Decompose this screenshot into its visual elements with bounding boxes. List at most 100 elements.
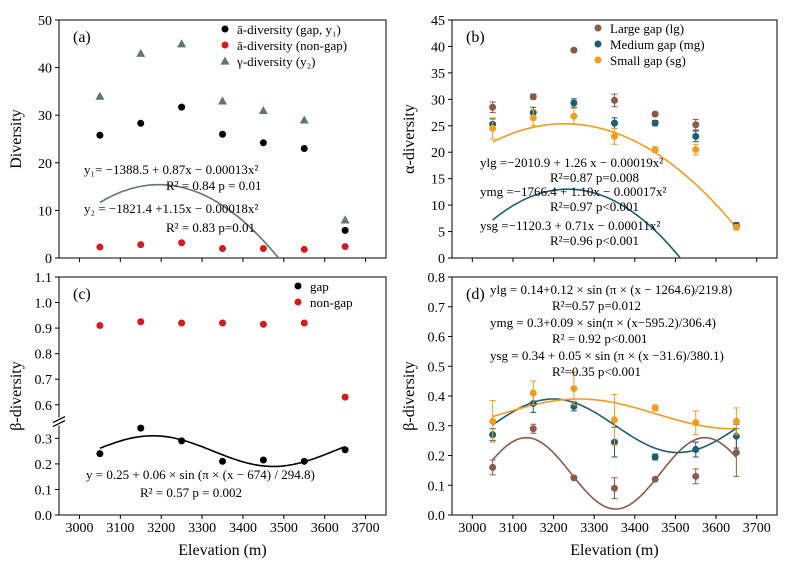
point-lg xyxy=(692,121,700,129)
x-tick-label: 3000 xyxy=(458,521,486,536)
y-tick-label: 0.8 xyxy=(428,271,446,286)
x-tick-label: 3200 xyxy=(540,521,568,536)
panel-label: (b) xyxy=(466,29,485,46)
point-alpha_gap xyxy=(178,103,186,111)
y-axis-label: β-diversity xyxy=(401,361,418,430)
axis-break-mark xyxy=(52,416,66,424)
panel-label: (c) xyxy=(73,286,91,303)
annotation: ymg = 0.3+0.09 × sin(π × (x−595.2)/306.4… xyxy=(490,315,716,330)
point-mg xyxy=(692,132,700,140)
y-tick-label: 50 xyxy=(38,14,52,29)
x-tick-label: 3600 xyxy=(311,521,339,536)
point-sg xyxy=(529,114,537,122)
point-alpha_gap xyxy=(137,119,145,127)
legend-marker xyxy=(220,56,230,65)
axis-break-mask xyxy=(53,417,65,426)
point-sg xyxy=(732,223,740,231)
x-tick-label: 3600 xyxy=(702,521,730,536)
point-sg xyxy=(611,416,618,424)
legend-label: ā-diversity (gap, y₁) xyxy=(237,22,341,37)
point-gap xyxy=(300,457,308,465)
x-tick-label: 3000 xyxy=(65,521,93,536)
y-tick-label: 10 xyxy=(38,204,52,219)
annotation: R²=0.97 p<0.001 xyxy=(550,199,639,214)
panel-d: 3000 3100 3200 3300 3400 3500 3600 3700 0.0 0.1 0.… xyxy=(401,271,778,559)
y-tick-label: 35 xyxy=(431,67,445,82)
fit-curve-mg xyxy=(492,188,682,258)
point-gamma xyxy=(340,215,350,224)
point-nongap xyxy=(137,318,145,326)
point-alpha_gap xyxy=(341,226,349,234)
legend-b: Large gap (lg)Medium gap (mg)Small gap (… xyxy=(594,21,705,68)
point-alpha_nongap xyxy=(341,243,349,251)
legend-label: Small gap (sg) xyxy=(610,53,686,68)
point-lg xyxy=(489,463,497,471)
plot-frame-c xyxy=(58,276,387,516)
point-alpha_nongap xyxy=(300,245,308,253)
point-sg xyxy=(570,385,578,393)
y-tick-label: 1.1 xyxy=(35,271,53,286)
axis-break-mark xyxy=(52,420,66,428)
annotation: ysg =−1120.3 + 0.71x − 0.00011x² xyxy=(480,218,660,233)
annotation: ysg = 0.34 + 0.05 × sin (π × (x −31.6)/3… xyxy=(490,348,724,363)
point-lg xyxy=(732,449,740,457)
point-gap xyxy=(178,437,186,445)
y-tick-label: 20 xyxy=(431,146,445,161)
y-tick-label: 40 xyxy=(431,40,445,55)
point-gap xyxy=(137,424,145,432)
y-tick-label: 0.6 xyxy=(428,331,446,346)
point-lg xyxy=(651,110,659,118)
y-tick-label: 0.6 xyxy=(35,399,53,414)
point-gamma xyxy=(177,39,187,48)
point-alpha_nongap xyxy=(178,239,186,247)
y-axis-label: α-diversity xyxy=(401,104,418,174)
point-nongap xyxy=(341,393,349,401)
point-gap xyxy=(259,456,267,464)
x-tick-label: 3100 xyxy=(499,521,527,536)
y-tick-label: 0.7 xyxy=(35,373,53,388)
y-tick-label: 0.1 xyxy=(35,483,53,498)
point-mg xyxy=(651,453,659,461)
y-tick-label: 0.1 xyxy=(428,479,446,494)
legend-label: Medium gap (mg) xyxy=(610,37,705,52)
point-alpha_nongap xyxy=(259,244,267,252)
point-mg xyxy=(651,119,659,127)
y-tick-label: 45 xyxy=(431,14,445,29)
x-tick-label: 3500 xyxy=(661,521,689,536)
point-lg xyxy=(611,96,618,104)
annotation: R² = 0.92 p<0.001 xyxy=(552,331,647,346)
point-alpha_gap xyxy=(219,130,226,138)
point-gap xyxy=(96,450,104,458)
legend-marker xyxy=(294,298,302,306)
y-tick-label: 0.2 xyxy=(35,458,53,473)
y-tick-label: 20 xyxy=(38,157,52,172)
annotation: R²=0.57 p=0.012 xyxy=(552,298,641,313)
annotation: R² = 0.84 p = 0.01 xyxy=(166,178,261,193)
annotation: ymg =−1766.4 + 1.10x − 0.00017x² xyxy=(480,184,666,199)
legend-a: ā-diversity (gap, y₁)ā-diversity (non-ga… xyxy=(220,22,347,69)
legend-marker xyxy=(594,40,602,48)
annotation: y₂ = −1821.4 +1.15x − 0.00018x² xyxy=(84,201,258,216)
point-gamma xyxy=(258,105,268,115)
point-sg xyxy=(529,389,537,397)
annotation: R²=0.96 p<0.001 xyxy=(550,233,639,248)
legend-label: ā-diversity (non-gap) xyxy=(237,38,347,53)
point-sg xyxy=(570,112,578,120)
y-tick-label: 0.4 xyxy=(428,390,446,405)
point-gamma xyxy=(136,48,146,57)
point-alpha_nongap xyxy=(137,241,145,249)
y-tick-label: 0.5 xyxy=(428,360,446,375)
annotation: y = 0.25 + 0.06 × sin (π × (x − 674) / 2… xyxy=(86,467,315,482)
annotation: ylg = 0.14+0.12 × sin (π × (x − 1264.6)/… xyxy=(490,282,732,297)
y-tick-label: 25 xyxy=(431,120,445,135)
x-tick-label: 3400 xyxy=(229,521,257,536)
point-mg xyxy=(611,119,618,127)
y-tick-label: 0.8 xyxy=(35,348,53,363)
point-sg xyxy=(692,146,700,154)
point-lg xyxy=(489,103,497,111)
point-gamma xyxy=(95,91,105,100)
point-lg xyxy=(651,475,659,483)
legend-marker xyxy=(594,24,602,32)
